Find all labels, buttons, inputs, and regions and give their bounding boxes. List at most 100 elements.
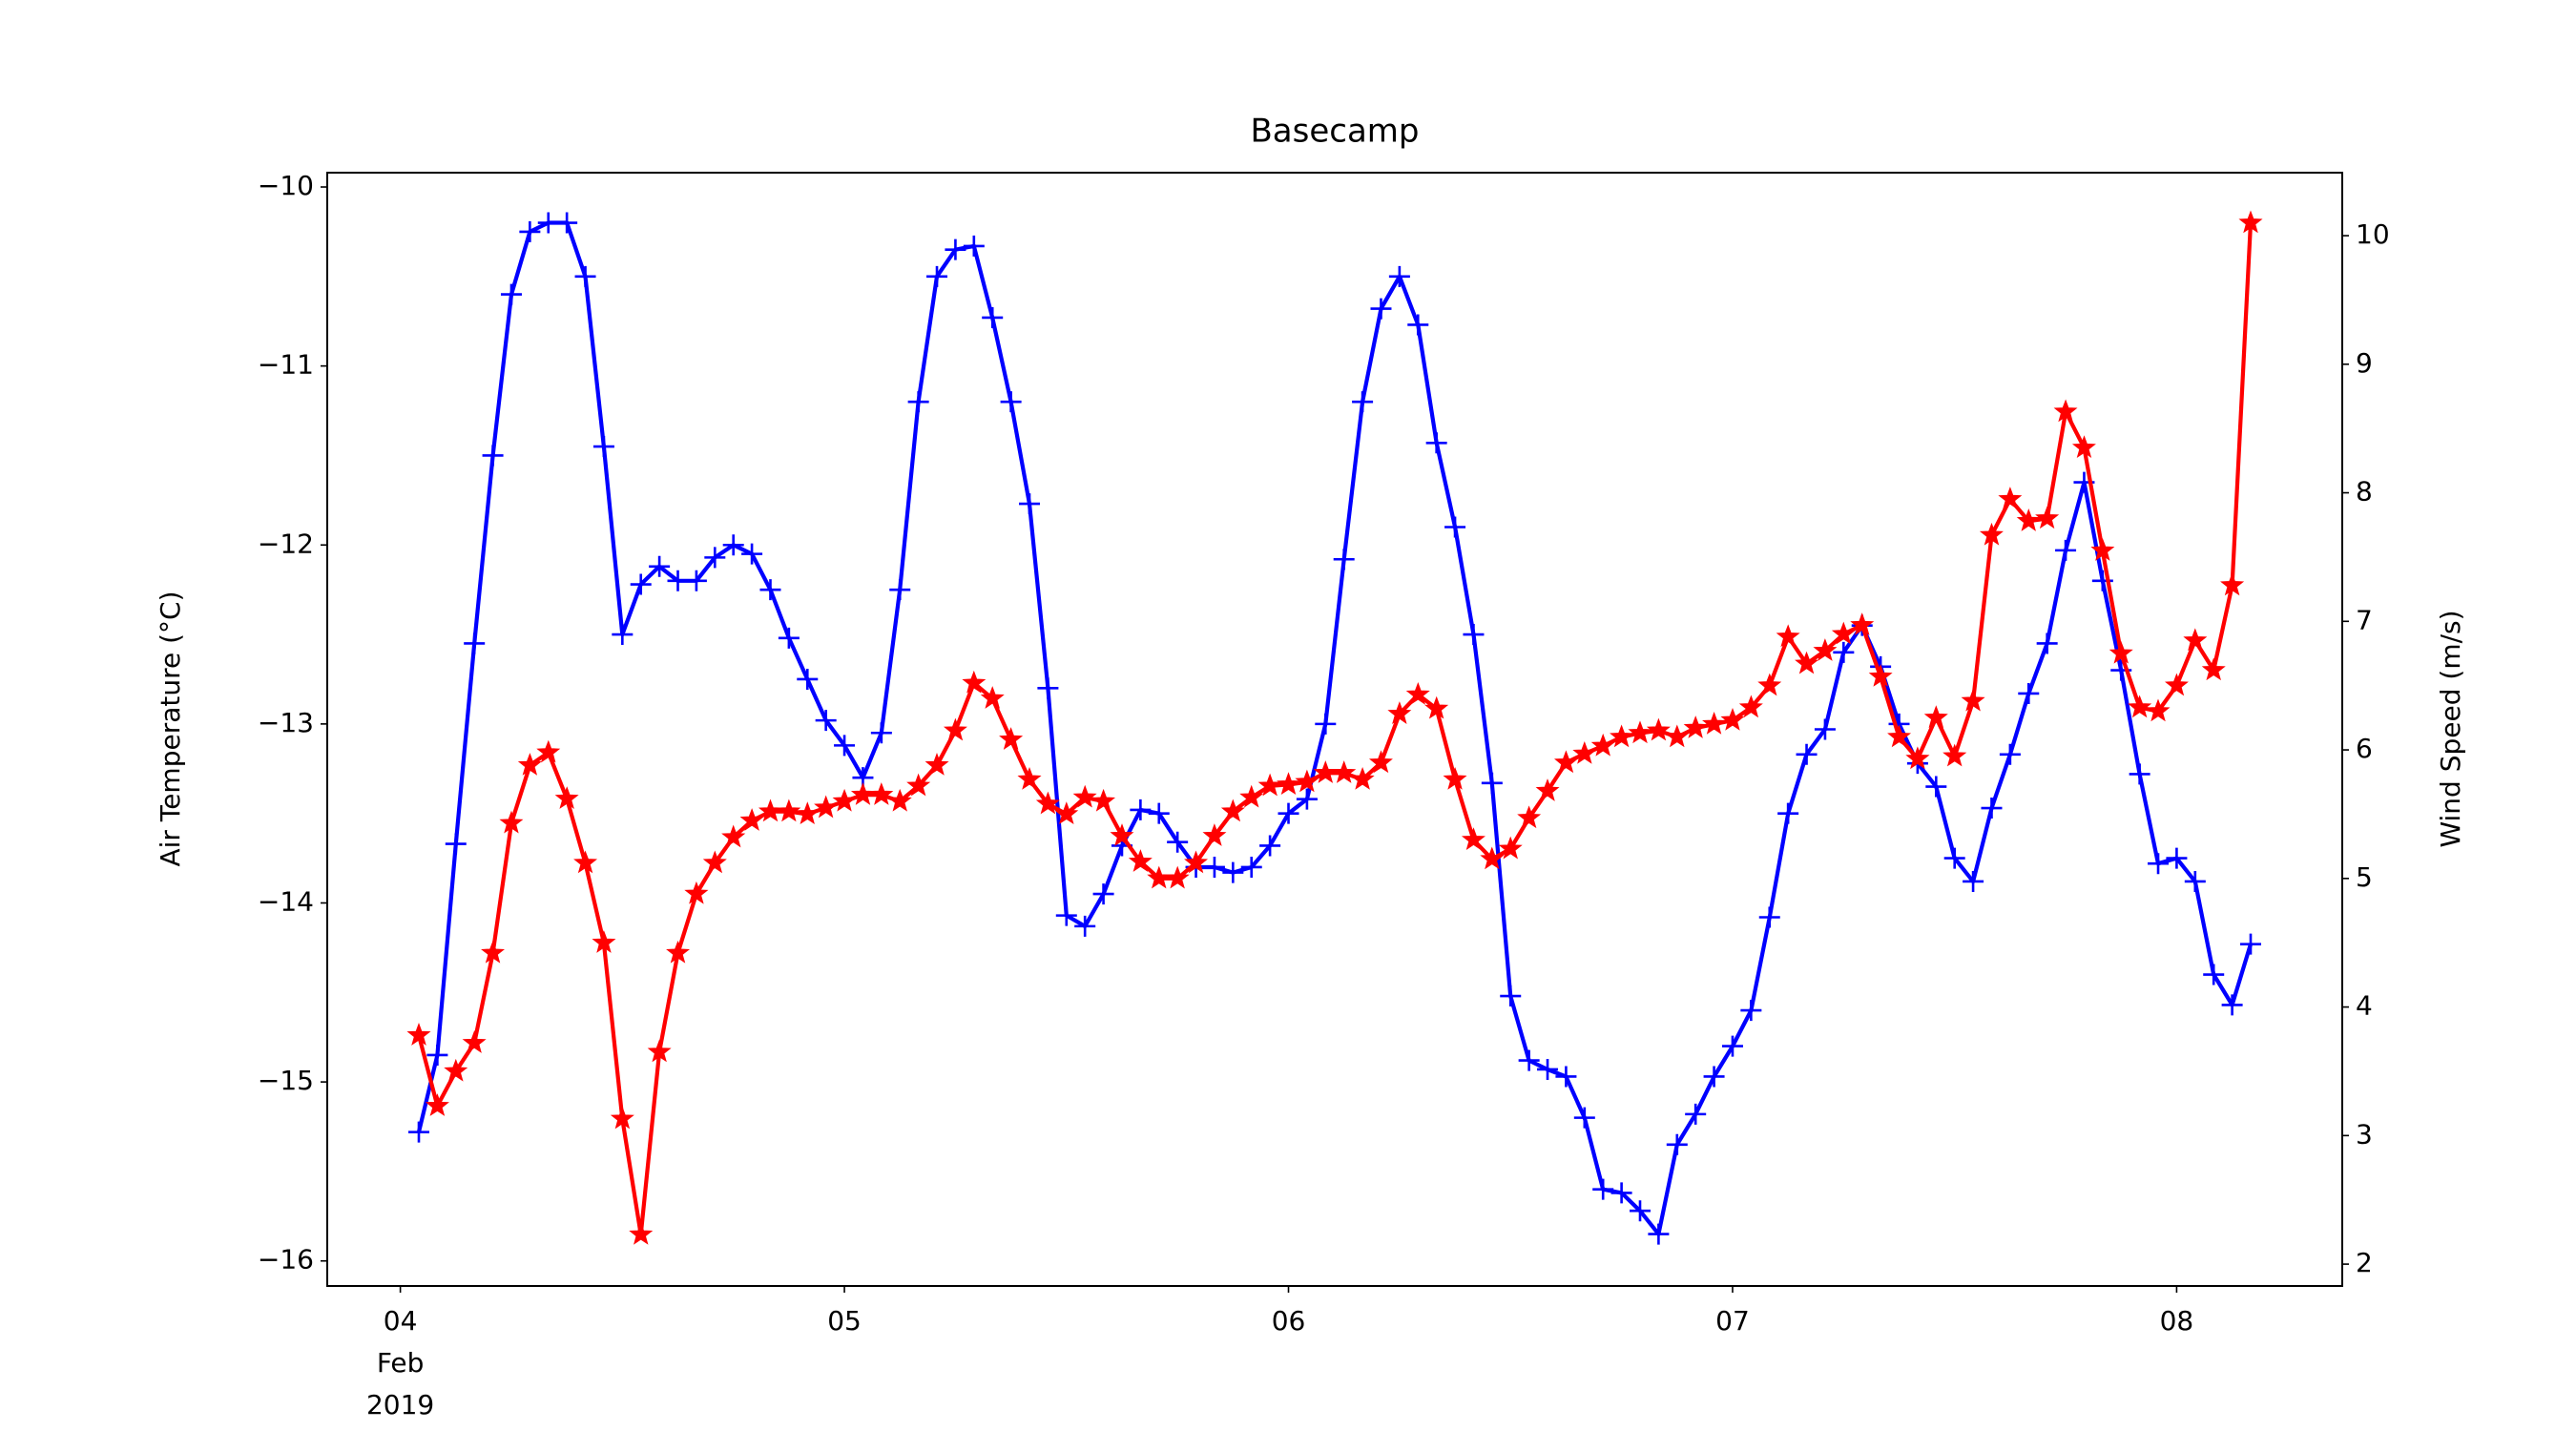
plus-marker xyxy=(2166,847,2188,869)
plus-marker xyxy=(1055,904,1077,926)
plus-marker xyxy=(1685,1103,1707,1125)
star-marker xyxy=(1072,784,1097,808)
star-marker xyxy=(2016,508,2041,531)
star-marker xyxy=(1017,766,1042,790)
plus-marker xyxy=(630,573,652,595)
star-marker xyxy=(2238,210,2263,234)
y-tick-label: −16 xyxy=(258,1244,314,1275)
plus-marker xyxy=(1999,743,2021,765)
star-marker xyxy=(999,727,1024,750)
plus-marker xyxy=(1814,718,1836,740)
star-marker xyxy=(795,801,820,825)
star-marker xyxy=(1091,788,1116,812)
y2-tick-label: 2 xyxy=(2356,1247,2373,1278)
star-marker xyxy=(1979,522,2004,546)
plus-marker xyxy=(1333,549,1355,570)
plus-marker xyxy=(1555,1066,1577,1088)
star-marker xyxy=(444,1058,468,1082)
y-axis-label: Air Temperature (°C) xyxy=(155,591,186,866)
y2-tick-label: 3 xyxy=(2356,1118,2373,1150)
star-marker xyxy=(1277,772,1301,796)
star-marker xyxy=(1887,724,1912,748)
star-marker xyxy=(1350,766,1375,790)
plus-marker xyxy=(1573,1107,1595,1129)
star-marker xyxy=(1517,805,1542,829)
x-tick-label: 05 xyxy=(827,1305,862,1337)
star-marker xyxy=(980,686,1005,709)
star-marker xyxy=(2053,399,2078,423)
star-marker xyxy=(1998,487,2023,509)
star-marker xyxy=(517,753,542,776)
star-marker xyxy=(1628,720,1652,744)
plus-marker xyxy=(1222,861,1244,883)
star-marker xyxy=(2164,673,2189,696)
chart-title: Basecamp xyxy=(1250,113,1419,151)
star-marker xyxy=(1480,846,1505,870)
plus-marker xyxy=(1240,856,1262,878)
star-marker xyxy=(2109,640,2133,664)
plus-marker xyxy=(704,547,726,569)
y-tick-label: −13 xyxy=(258,707,314,738)
plus-marker xyxy=(907,391,929,413)
plus-marker xyxy=(1777,802,1799,824)
plus-marker xyxy=(889,579,911,601)
plus-marker xyxy=(834,735,856,757)
star-marker xyxy=(1461,827,1485,851)
star-marker xyxy=(1498,836,1523,860)
star-marker xyxy=(1405,681,1430,705)
star-marker xyxy=(1683,716,1708,738)
plus-marker xyxy=(574,265,596,287)
plus-marker xyxy=(1074,915,1096,937)
star-marker xyxy=(2201,657,2226,681)
star-marker xyxy=(869,782,894,805)
star-marker xyxy=(425,1093,449,1116)
star-marker xyxy=(721,824,746,848)
plus-marker xyxy=(1648,1223,1670,1245)
plus-marker xyxy=(1703,1066,1725,1088)
plus-marker xyxy=(2203,964,2225,985)
plus-marker xyxy=(1481,772,1503,794)
plus-marker xyxy=(1630,1200,1651,1222)
plus-marker xyxy=(1259,835,1281,857)
star-marker xyxy=(2035,506,2060,529)
star-marker xyxy=(814,795,839,819)
star-marker xyxy=(1239,784,1264,808)
plus-marker xyxy=(1425,432,1447,454)
y2-tick-label: 10 xyxy=(2356,218,2390,250)
y2-tick-label: 9 xyxy=(2356,347,2373,379)
plus-marker xyxy=(1592,1178,1614,1200)
star-marker xyxy=(1572,740,1597,764)
star-marker xyxy=(462,1030,487,1053)
plus-marker xyxy=(1666,1133,1688,1155)
plus-marker xyxy=(1037,677,1059,699)
y2-tick-label: 5 xyxy=(2356,861,2373,893)
plus-marker xyxy=(1203,856,1225,878)
star-marker xyxy=(1905,746,1930,770)
star-marker xyxy=(1738,695,1763,718)
plus-marker xyxy=(537,212,559,234)
plus-marker xyxy=(2018,682,2040,704)
star-marker xyxy=(906,773,931,797)
star-marker xyxy=(1295,769,1319,793)
plus-marker xyxy=(1518,1049,1540,1071)
x-tick-label: 06 xyxy=(1272,1305,1306,1337)
plot-frame xyxy=(326,172,2343,1287)
star-marker xyxy=(1257,773,1282,797)
star-marker xyxy=(1646,717,1671,741)
plus-marker xyxy=(1796,743,1818,765)
star-marker xyxy=(1128,849,1153,872)
plus-marker xyxy=(1500,985,1522,1007)
y2-tick-label: 8 xyxy=(2356,476,2373,508)
plus-marker xyxy=(1444,516,1466,538)
x-tick-label: 07 xyxy=(1715,1305,1750,1337)
plus-marker xyxy=(1130,798,1152,820)
star-marker xyxy=(554,786,579,809)
plus-marker xyxy=(722,534,744,556)
star-marker xyxy=(1368,750,1393,774)
star-marker xyxy=(1702,711,1727,735)
y-tick-label: −14 xyxy=(258,885,314,917)
plus-marker xyxy=(1981,798,2003,819)
star-marker xyxy=(610,1106,634,1130)
